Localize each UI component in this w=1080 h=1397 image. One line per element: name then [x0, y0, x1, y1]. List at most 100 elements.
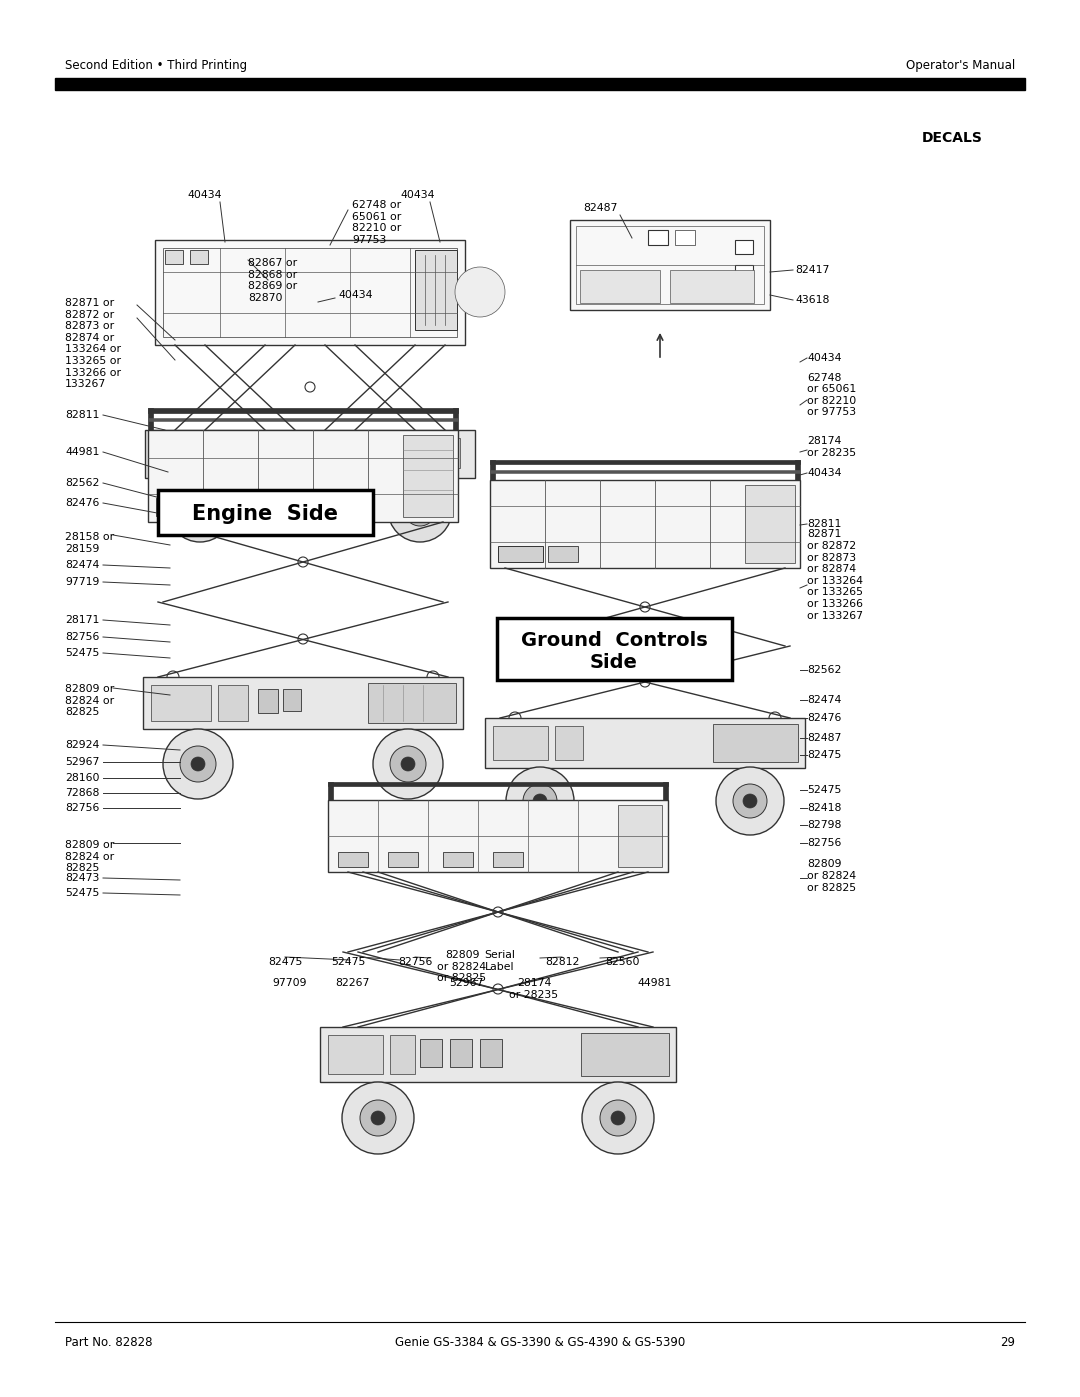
Bar [453, 408, 458, 430]
Bar [735, 240, 753, 254]
Bar [403, 434, 453, 517]
Text: 62748 or
65061 or
82210 or
97753: 62748 or 65061 or 82210 or 97753 [352, 200, 402, 244]
Bar [735, 265, 753, 279]
Bar [490, 460, 800, 464]
Bar [163, 249, 457, 337]
Text: 52475: 52475 [65, 648, 99, 658]
Text: 40434: 40434 [807, 468, 841, 478]
Text: 97709: 97709 [273, 978, 307, 988]
Circle shape [305, 381, 315, 393]
Text: 52967: 52967 [65, 757, 99, 767]
Text: Serial
Label: Serial Label [485, 950, 515, 971]
Circle shape [373, 729, 443, 799]
Bar [156, 497, 181, 515]
Text: 82811: 82811 [65, 409, 99, 420]
Circle shape [492, 907, 503, 916]
Bar [375, 439, 460, 468]
Bar [576, 226, 764, 305]
Bar [555, 726, 583, 760]
Text: 82809
or 82824
or 82825: 82809 or 82824 or 82825 [437, 950, 487, 983]
Circle shape [194, 504, 206, 515]
Bar [165, 250, 183, 264]
Bar [670, 270, 754, 303]
Text: 82474: 82474 [807, 694, 841, 705]
Text: 82476: 82476 [65, 497, 99, 509]
Circle shape [640, 602, 650, 612]
Circle shape [298, 634, 308, 644]
Bar [713, 724, 798, 761]
Text: 82487: 82487 [807, 733, 841, 743]
Bar [151, 685, 211, 721]
Text: 52475: 52475 [65, 888, 99, 898]
Bar [145, 430, 475, 478]
Text: 82756: 82756 [65, 631, 99, 643]
Circle shape [163, 729, 233, 799]
Text: 82487: 82487 [583, 203, 617, 212]
Text: 97719: 97719 [65, 577, 99, 587]
Circle shape [523, 784, 557, 819]
Circle shape [769, 712, 781, 724]
Circle shape [342, 1083, 414, 1154]
Text: 82871
or 82872
or 82873
or 82874
or 133264
or 133265
or 133266
or 133267: 82871 or 82872 or 82873 or 82874 or 1332… [807, 529, 863, 620]
Circle shape [298, 557, 308, 567]
Bar [328, 782, 333, 800]
Text: 40434: 40434 [338, 291, 373, 300]
Bar [216, 497, 241, 515]
Bar [143, 678, 463, 729]
Text: 82809
or 82824
or 82825: 82809 or 82824 or 82825 [807, 859, 856, 893]
Text: 82418: 82418 [807, 803, 841, 813]
Text: 82562: 82562 [807, 665, 841, 675]
Bar [328, 800, 669, 872]
Text: 28174
or 28235: 28174 or 28235 [510, 978, 558, 1000]
Circle shape [507, 767, 573, 835]
Bar [443, 852, 473, 868]
Bar [225, 439, 265, 468]
Text: 82798: 82798 [807, 820, 841, 830]
Bar [415, 250, 457, 330]
Text: 52967: 52967 [449, 978, 483, 988]
Bar [498, 546, 543, 562]
Bar [258, 689, 278, 712]
Text: 82871 or
82872 or
82873 or
82874 or
133264 or
133265 or
133266 or
133267: 82871 or 82872 or 82873 or 82874 or 1332… [65, 298, 121, 390]
Text: 62748
or 65061
or 82210
or 97753: 62748 or 65061 or 82210 or 97753 [807, 373, 856, 418]
Bar [218, 685, 248, 721]
Circle shape [534, 793, 546, 807]
Circle shape [360, 1099, 396, 1136]
Bar [745, 485, 795, 563]
Bar [492, 726, 548, 760]
Bar [283, 689, 301, 711]
Bar [368, 683, 456, 724]
Circle shape [582, 1083, 654, 1154]
Bar [492, 852, 523, 868]
Text: Part No. 82828: Part No. 82828 [65, 1336, 152, 1348]
Bar [580, 270, 660, 303]
Bar [148, 430, 458, 522]
Circle shape [388, 478, 453, 542]
Text: Ground  Controls
Side: Ground Controls Side [521, 630, 707, 672]
Text: 44981: 44981 [65, 447, 99, 457]
Bar [148, 408, 153, 430]
Text: 82476: 82476 [807, 712, 841, 724]
Text: 82811: 82811 [807, 520, 841, 529]
FancyBboxPatch shape [497, 617, 732, 680]
Circle shape [492, 983, 503, 995]
Circle shape [167, 671, 179, 683]
Text: Genie GS-3384 & GS-3390 & GS-4390 & GS-5390: Genie GS-3384 & GS-3390 & GS-4390 & GS-5… [395, 1336, 685, 1348]
Bar [548, 546, 578, 562]
Bar [490, 469, 800, 474]
Circle shape [404, 495, 436, 527]
Text: 44981: 44981 [638, 978, 672, 988]
Text: 82475: 82475 [268, 957, 302, 967]
Text: 82812: 82812 [544, 957, 579, 967]
Circle shape [509, 712, 521, 724]
Circle shape [414, 504, 426, 515]
Bar [675, 231, 696, 244]
Circle shape [716, 767, 784, 835]
Bar [190, 250, 208, 264]
Text: DECALS: DECALS [922, 131, 983, 145]
Text: 82475: 82475 [807, 750, 841, 760]
Text: Operator's Manual: Operator's Manual [906, 59, 1015, 71]
Circle shape [168, 478, 232, 542]
Bar [618, 805, 662, 868]
Bar [156, 439, 215, 468]
